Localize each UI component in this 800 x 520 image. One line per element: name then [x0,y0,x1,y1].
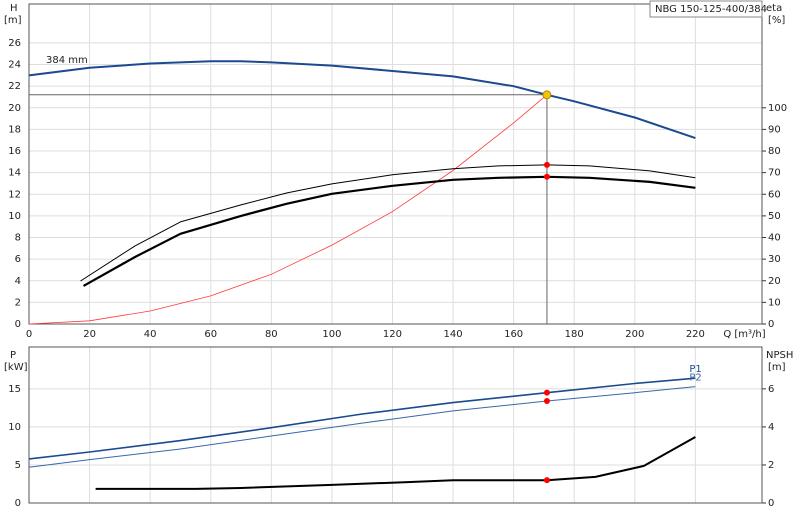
x-tick-label: 80 [265,329,278,340]
y-axis-label: P [10,350,16,361]
curve [28,386,696,468]
y-tick-label: 10 [8,422,21,433]
plot-frame [28,346,763,504]
y2-tick-label: 70 [768,168,781,179]
chart-title: NBG 150-125-400/384 [655,4,767,15]
x-tick-label: 160 [504,329,523,340]
x-tick-label: 0 [26,329,32,340]
curve [28,94,548,325]
operating-point [543,389,550,396]
title-box [649,0,763,18]
y2-tick-label: 4 [768,422,774,433]
y-tick-label: 4 [15,276,21,287]
y2-axis-unit: [%] [768,15,785,26]
y-tick-label: 22 [8,81,21,92]
x-tick-label: 20 [83,329,96,340]
series-label: P1 [689,364,701,375]
y-tick-label: 6 [15,254,21,265]
y2-tick-label: 2 [768,460,774,471]
y2-tick-label: 6 [768,384,774,395]
x-tick-label: 140 [444,329,463,340]
y-tick-label: 5 [15,460,21,471]
y2-tick-label: 40 [768,233,781,244]
x-axis-label: Q [m³/h] [723,329,765,340]
x-tick-label: 220 [686,329,705,340]
operating-point [543,161,550,168]
y-tick-label: 0 [15,498,21,509]
y2-tick-label: 90 [768,124,781,135]
y2-tick-label: 80 [768,146,781,157]
y-tick-label: 26 [8,38,21,49]
curve [28,60,696,140]
y-tick-label: 0 [15,319,21,330]
x-tick-label: 100 [322,329,341,340]
x-tick-label: 60 [204,329,217,340]
y-tick-label: 24 [8,60,21,71]
plot-frame [28,3,763,325]
y2-axis-unit: [m] [768,362,786,373]
x-tick-label: 180 [565,329,584,340]
operating-point [542,90,552,100]
y2-tick-label: 50 [768,211,781,222]
y-tick-label: 2 [15,297,21,308]
y-tick-label: 10 [8,211,21,222]
curve [82,175,696,287]
x-tick-label: 120 [383,329,402,340]
y2-axis-label: eta [766,3,782,14]
y-tick-label: 18 [8,124,21,135]
x-tick-label: 40 [144,329,157,340]
x-tick-label: 200 [625,329,644,340]
y-tick-label: 14 [8,168,21,179]
y2-tick-label: 30 [768,254,781,265]
curve [28,377,696,460]
curve [80,164,696,282]
y2-tick-label: 10 [768,297,781,308]
operating-point [543,173,550,180]
operating-point [543,477,550,484]
y-tick-label: 12 [8,189,21,200]
y-tick-label: 8 [15,233,21,244]
curve [95,436,696,490]
y2-tick-label: 20 [768,276,781,287]
y2-tick-label: 60 [768,189,781,200]
y-tick-label: 20 [8,103,21,114]
y-axis-unit: [m] [4,15,22,26]
y2-axis-label: NPSH [766,350,793,361]
y-tick-label: 15 [8,384,21,395]
y-axis-label: H [10,3,18,14]
y-axis-unit: [kW] [4,362,28,373]
y2-tick-label: 100 [768,103,787,114]
y-tick-label: 16 [8,146,21,157]
series-label: P2 [689,373,701,384]
y2-tick-label: 0 [768,498,774,509]
y2-tick-label: 0 [768,319,774,330]
operating-point [543,398,550,405]
curve-annotation: 384 mm [46,55,88,66]
